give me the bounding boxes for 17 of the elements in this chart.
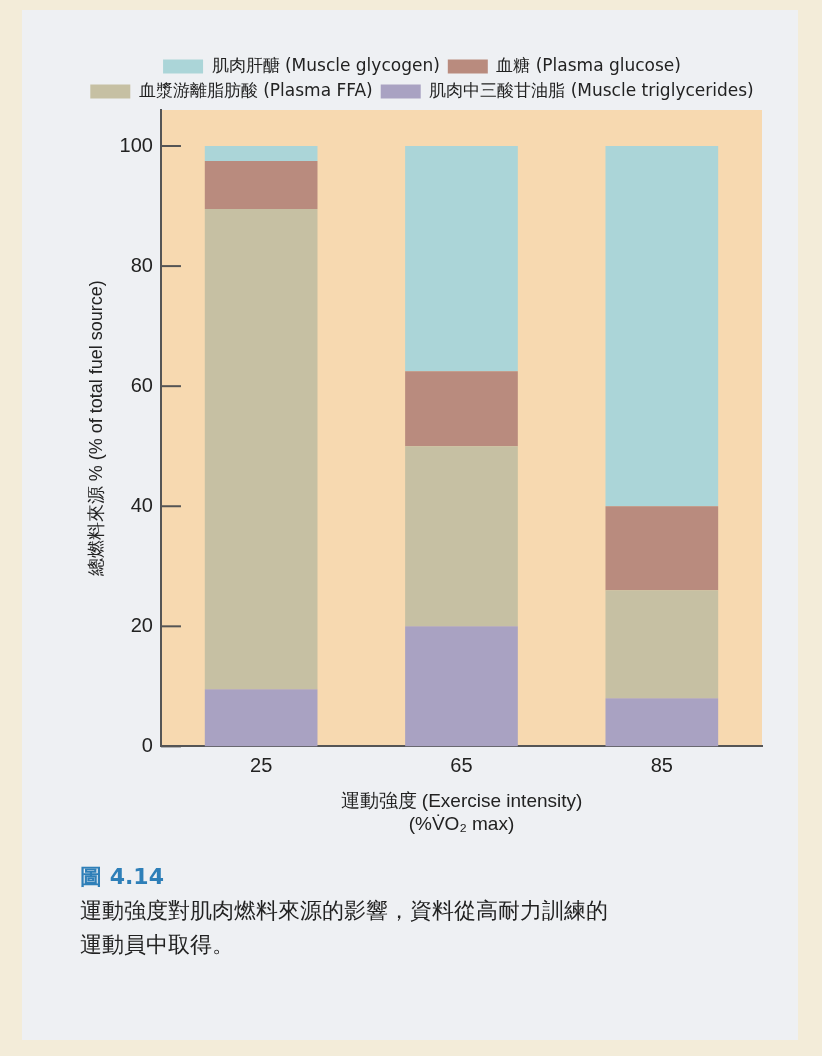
caption: 圖 4.14 [80,863,165,891]
x-tick-label: 25 [250,753,273,776]
x-tick-label: 85 [650,753,673,776]
x-axis-title: 運動強度 (Exercise intensity) (%V̇O₂ max) [340,790,583,834]
legend-label: 血糖 (Plasma glucose) [496,54,681,75]
legend-label: 血漿游離脂肪酸 (Plasma FFA) [138,79,373,100]
y-tick-label: 0 [141,733,153,756]
y-tick-label: 20 [130,613,153,636]
y-tick-label: 60 [130,373,153,396]
y-tick-label: 100 [119,133,153,156]
legend-label: 肌肉肝醣 (Muscle glycogen) [211,54,440,75]
text: 運動強度對肌肉燃料來源的影響，資料從高耐力訓練的運動員中取得。 [80,897,609,959]
y-tick-label: 80 [130,253,153,276]
x-tick-label: 65 [450,753,473,776]
y-tick-label: 40 [130,493,153,516]
y-axis-title: 總燃料來源 % (% of total fuel source) [85,280,106,578]
legend-label: 肌肉中三酸甘油脂 (Muscle triglycerides) [429,79,754,100]
